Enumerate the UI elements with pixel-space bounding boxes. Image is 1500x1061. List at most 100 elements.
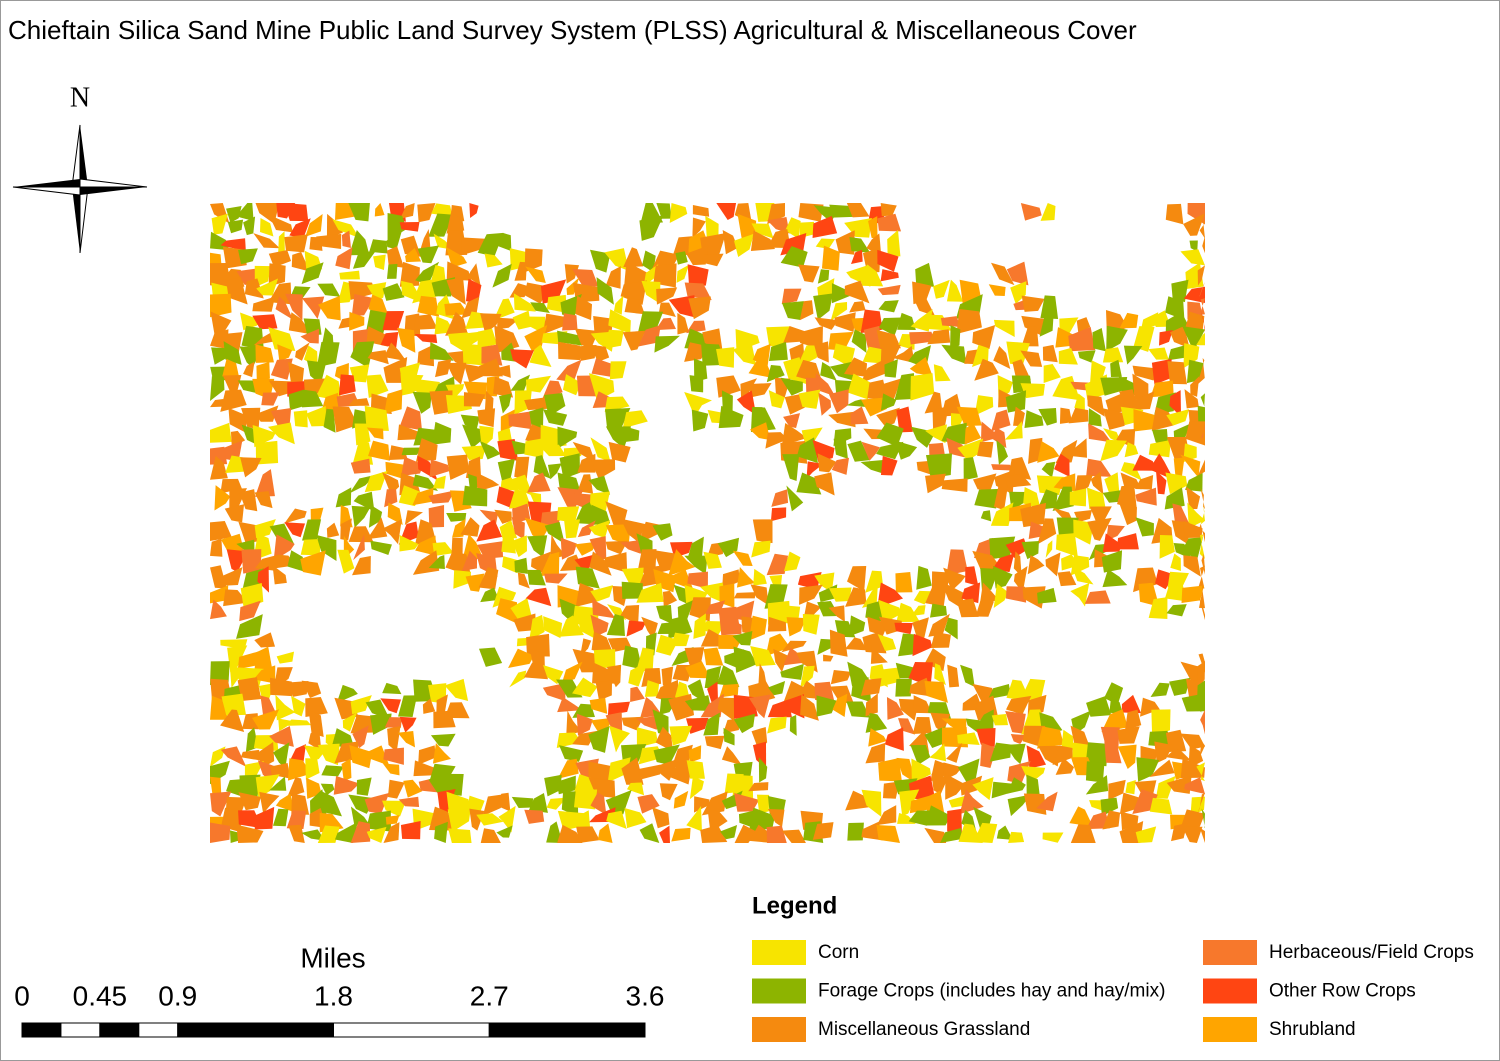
land-parcel: [227, 645, 248, 673]
land-parcel: [925, 453, 952, 479]
land-parcel: [380, 698, 402, 714]
land-parcel: [559, 598, 582, 624]
land-parcel: [476, 813, 504, 826]
land-parcel: [1132, 391, 1155, 410]
land-parcel: [590, 792, 607, 815]
land-parcel: [445, 246, 468, 268]
land-parcel: [782, 680, 805, 705]
land-parcel: [430, 733, 456, 747]
land-parcel: [1074, 393, 1085, 411]
land-parcel: [908, 810, 932, 826]
land-parcel: [337, 549, 355, 574]
land-parcel: [896, 602, 920, 623]
land-parcel: [348, 398, 370, 406]
land-parcel: [288, 824, 305, 843]
land-parcel: [557, 758, 579, 779]
land-parcel: [404, 510, 423, 526]
land-parcel: [671, 827, 691, 842]
land-parcel: [1104, 682, 1124, 705]
land-parcel: [1005, 586, 1027, 603]
land-parcel: [557, 696, 583, 713]
land-parcel: [817, 638, 834, 655]
land-parcel: [1120, 472, 1142, 490]
land-parcel: [912, 281, 932, 305]
land-parcel: [877, 213, 902, 232]
land-parcel: [387, 213, 407, 241]
scale-segment: [99, 1022, 140, 1038]
land-parcel: [480, 313, 502, 334]
land-parcel: [339, 270, 360, 280]
land-parcel: [1159, 535, 1175, 559]
land-parcel: [783, 551, 801, 572]
land-parcel: [894, 373, 915, 400]
land-parcel: [639, 823, 660, 843]
land-parcel: [595, 680, 613, 701]
land-parcel: [597, 823, 613, 843]
land-parcel: [366, 282, 387, 301]
legend-label: Forage Crops (includes hay and hay/mix): [818, 981, 1165, 1002]
land-parcel: [1165, 748, 1192, 762]
land-parcel: [880, 269, 899, 282]
land-parcel: [1201, 553, 1205, 575]
land-parcel: [590, 585, 614, 602]
land-parcel: [673, 584, 688, 604]
land-parcel: [924, 681, 948, 703]
land-parcel: [834, 312, 856, 332]
land-parcel: [675, 251, 688, 265]
land-parcel: [940, 316, 961, 327]
land-parcel: [589, 344, 610, 362]
land-parcel: [589, 249, 611, 273]
land-parcel: [253, 233, 280, 249]
land-parcel: [210, 746, 226, 767]
land-parcel: [1109, 696, 1123, 714]
land-parcel: [733, 233, 754, 257]
land-parcel: [687, 264, 709, 286]
land-parcel: [220, 746, 247, 767]
land-parcel: [413, 314, 438, 330]
land-parcel: [652, 807, 670, 829]
land-parcel: [540, 551, 560, 577]
land-parcel: [748, 358, 774, 379]
land-parcel: [847, 440, 870, 462]
land-parcel: [386, 246, 405, 268]
land-parcel: [241, 407, 261, 430]
land-parcel: [544, 774, 562, 797]
land-parcel: [606, 810, 627, 829]
land-parcel: [623, 247, 644, 268]
land-parcel: [316, 341, 340, 368]
land-parcel: [308, 726, 322, 752]
land-parcel: [383, 342, 407, 362]
land-parcel: [398, 695, 418, 718]
land-parcel: [340, 518, 352, 541]
land-parcel: [668, 549, 696, 576]
land-parcel: [1200, 503, 1205, 525]
land-parcel: [1037, 441, 1060, 463]
land-parcel: [897, 312, 916, 330]
land-parcel: [341, 230, 351, 249]
land-parcel: [1124, 442, 1139, 458]
land-parcel: [655, 317, 676, 331]
land-parcel: [733, 600, 755, 622]
land-parcel: [210, 695, 229, 720]
land-parcel: [798, 264, 820, 283]
land-parcel: [1005, 711, 1026, 734]
land-parcel: [723, 727, 735, 746]
land-parcel: [577, 474, 594, 494]
scale-segment: [138, 1022, 179, 1038]
land-parcel: [433, 475, 446, 489]
land-parcel: [700, 825, 728, 843]
land-parcel: [320, 783, 335, 796]
land-parcel: [252, 709, 280, 730]
land-parcel: [1200, 487, 1205, 510]
land-parcel: [1042, 344, 1058, 363]
land-parcel: [436, 694, 448, 717]
land-parcel: [1071, 565, 1094, 585]
land-parcel: [284, 508, 307, 524]
land-parcel: [543, 665, 564, 685]
land-parcel: [860, 459, 887, 475]
land-parcel: [369, 239, 388, 254]
land-parcel: [524, 662, 548, 680]
land-parcel: [1042, 832, 1064, 843]
land-parcel: [844, 637, 868, 651]
land-parcel: [1120, 462, 1143, 481]
